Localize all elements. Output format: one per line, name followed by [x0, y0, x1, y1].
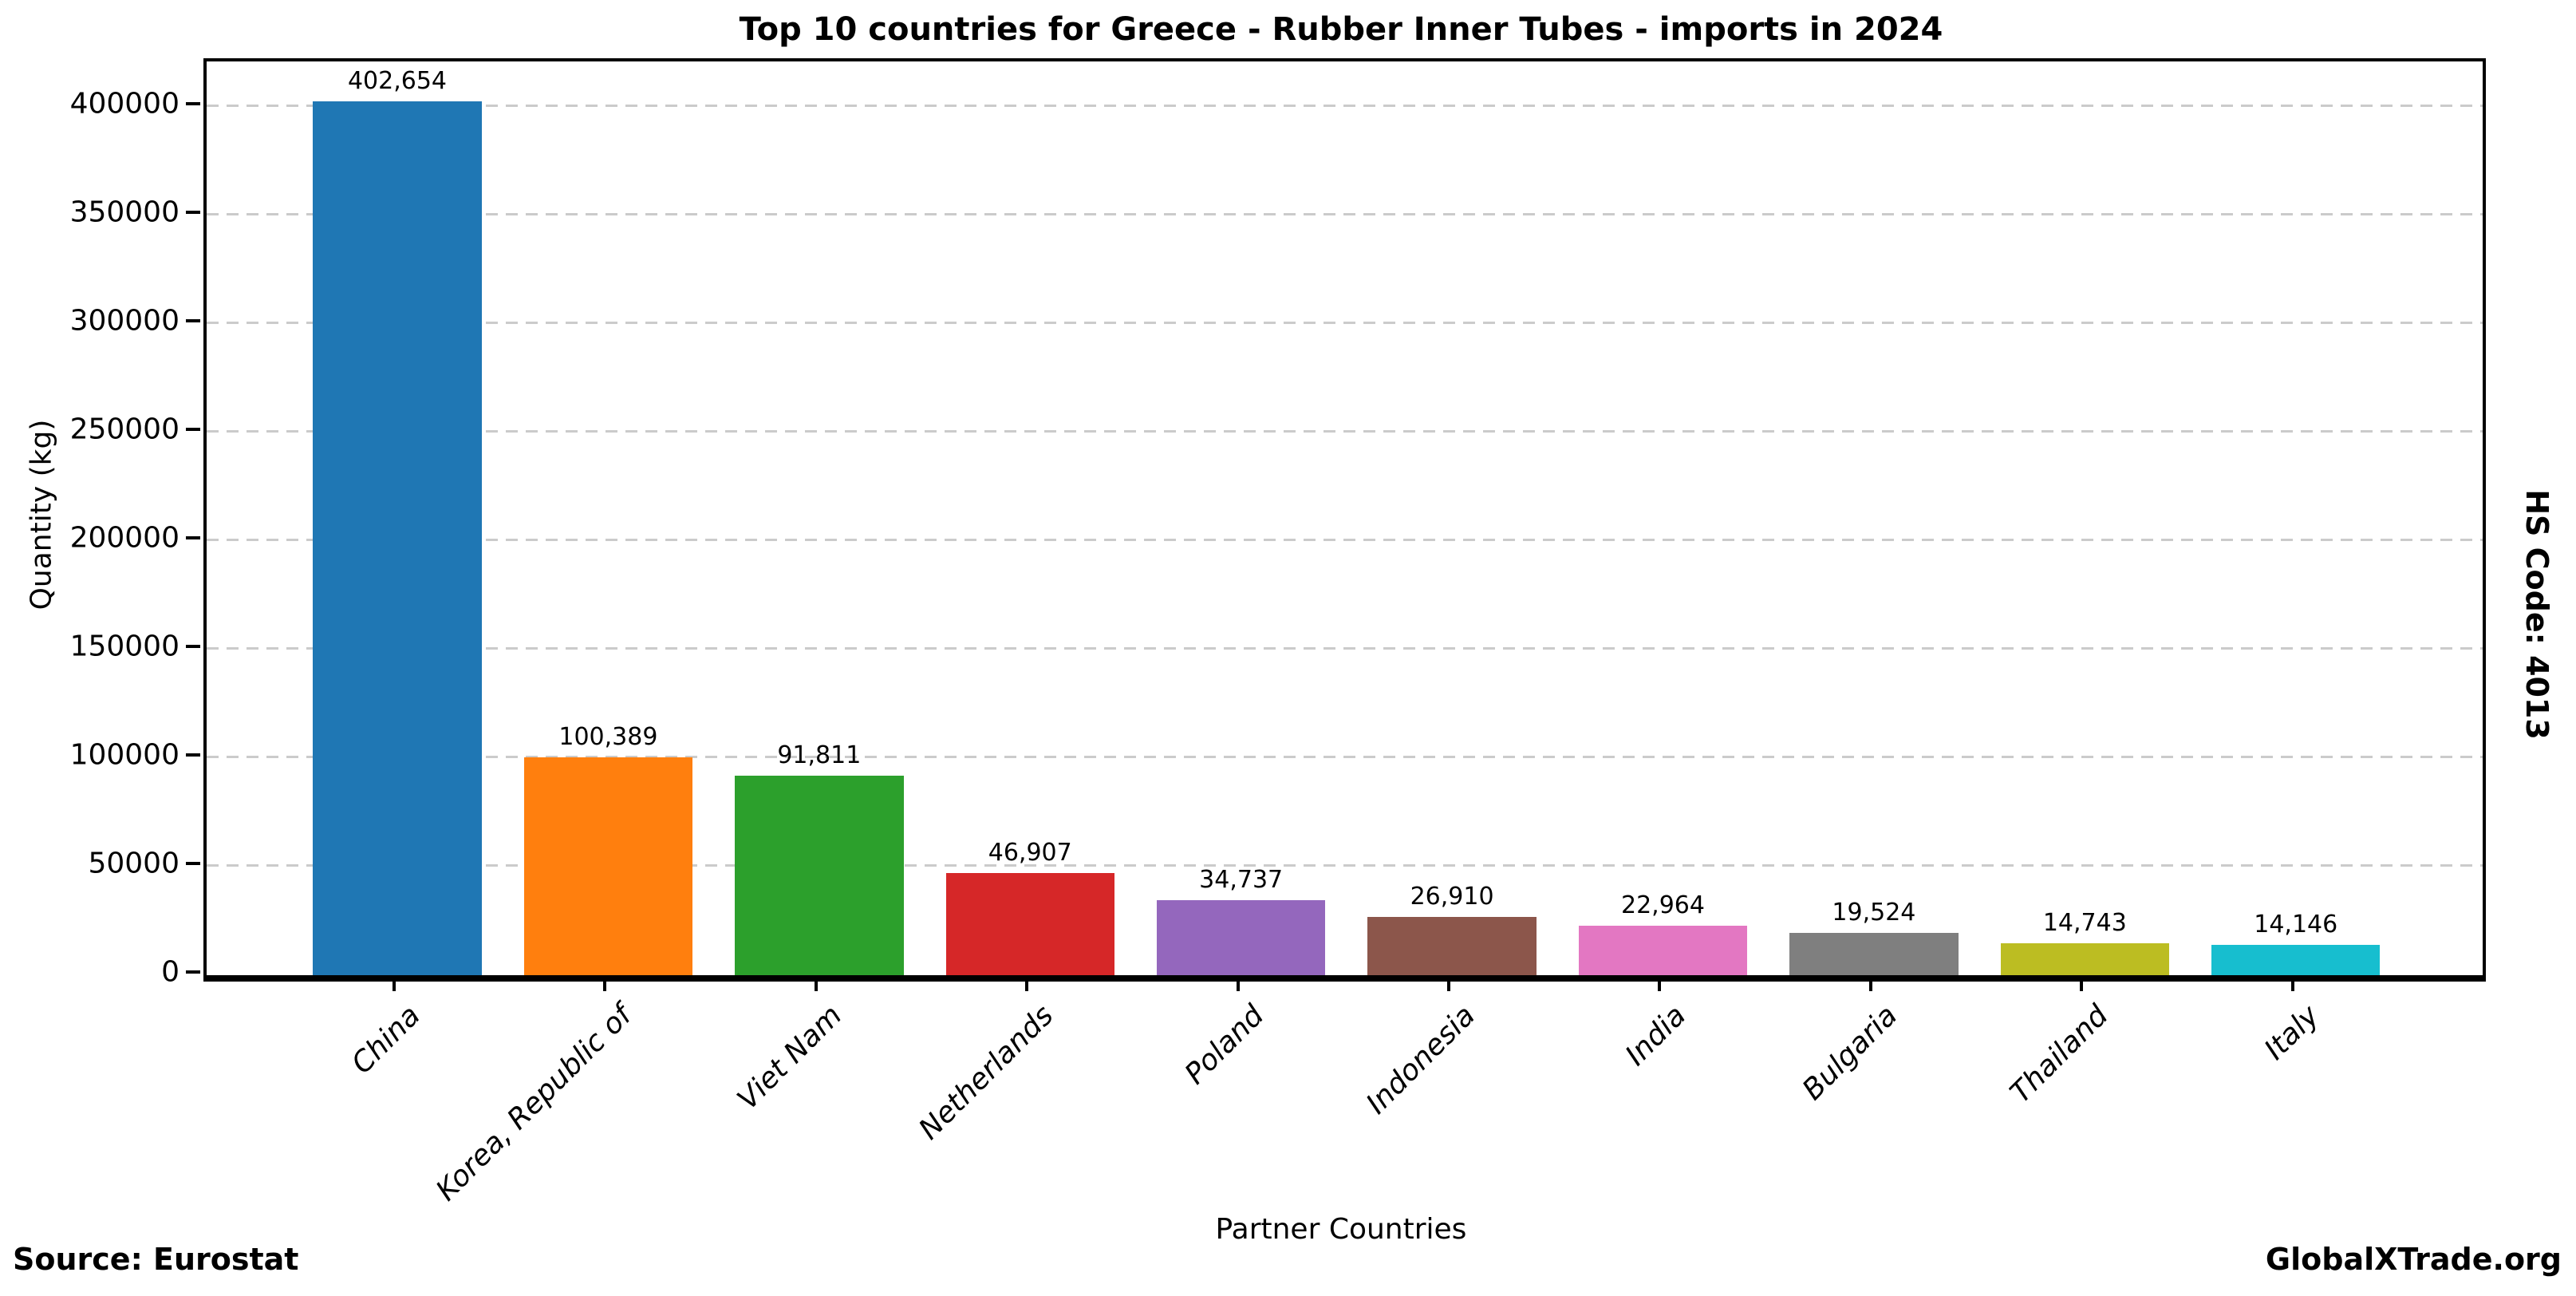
- x-tick-label: Viet Nam: [732, 999, 849, 1116]
- y-tick-label: 50000: [88, 847, 179, 880]
- gridline: [207, 864, 2483, 867]
- y-tick-mark: [186, 645, 200, 649]
- x-tick-mark: [2290, 978, 2294, 991]
- x-tick-label: Thailand: [2004, 999, 2115, 1110]
- x-tick-label: China: [345, 999, 427, 1081]
- gridline: [207, 322, 2483, 325]
- y-tick-mark: [186, 536, 200, 540]
- x-tick-mark: [392, 978, 396, 991]
- bar: [2000, 942, 2170, 975]
- x-tick-mark: [1236, 978, 1240, 991]
- x-tick-mark: [2080, 978, 2084, 991]
- bar-value-label: 91,811: [777, 741, 862, 770]
- bar: [2211, 944, 2381, 975]
- bars-layer: 402,654 100,389 91,811 46,907 34,737 26,910 22…: [207, 61, 2483, 975]
- y-tick-label: 350000: [69, 196, 179, 229]
- bar: [735, 776, 904, 975]
- y-tick-mark: [186, 319, 200, 323]
- x-tick-label: Korea, Republic of: [429, 999, 638, 1207]
- x-axis-title: Partner Countries: [1215, 1213, 1467, 1246]
- y-axis-title: Quantity (kg): [25, 419, 58, 610]
- y-tick-mark: [186, 753, 200, 757]
- bar-value-label: 26,910: [1410, 882, 1494, 911]
- bar: [1156, 899, 1326, 975]
- x-tick-mark: [1447, 978, 1451, 991]
- bar: [945, 873, 1114, 975]
- y-tick-label: 250000: [69, 413, 179, 446]
- y-tick-mark: [186, 428, 200, 432]
- gridline: [207, 213, 2483, 216]
- bar-value-label: 100,389: [558, 722, 658, 751]
- y-tick-label: 400000: [69, 87, 179, 121]
- bar: [523, 757, 693, 975]
- bar-value-label: 46,907: [988, 839, 1072, 867]
- y-tick-mark: [186, 970, 200, 974]
- x-tick-label: Bulgaria: [1796, 999, 1903, 1107]
- y-tick-label: 200000: [69, 521, 179, 555]
- plot-area: 402,654 100,389 91,811 46,907 34,737 26,910 22…: [203, 58, 2486, 982]
- x-tick-mark: [1658, 978, 1662, 991]
- bar: [1367, 916, 1537, 975]
- y-tick-label: 300000: [69, 304, 179, 338]
- gridline: [207, 756, 2483, 759]
- x-tick-label: Italy: [2258, 999, 2326, 1067]
- gridline: [207, 539, 2483, 542]
- bar-value-label: 14,146: [2254, 910, 2338, 938]
- x-tick-mark: [1868, 978, 1872, 991]
- chart-title: Top 10 countries for Greece - Rubber Inn…: [739, 11, 1943, 48]
- x-tick-mark: [603, 978, 607, 991]
- x-tick-mark: [1025, 978, 1029, 991]
- hs-code-label: HS Code: 4013: [2519, 489, 2554, 740]
- bar-value-label: 14,743: [2042, 908, 2127, 937]
- y-tick-label: 150000: [69, 630, 179, 663]
- y-tick-mark: [186, 102, 200, 106]
- bar-value-label: 34,737: [1199, 865, 1284, 894]
- x-tick-label: Netherlands: [913, 999, 1060, 1147]
- x-tick-mark: [814, 978, 818, 991]
- gridlines-layer: [207, 61, 2483, 975]
- gridline: [207, 105, 2483, 108]
- bar-value-label: 22,964: [1620, 891, 1705, 919]
- y-tick-label: 100000: [69, 738, 179, 772]
- bar: [1578, 925, 1748, 975]
- y-tick-label: 0: [161, 955, 179, 989]
- x-tick-label: India: [1619, 999, 1693, 1073]
- brand-watermark: GlobalXTrade.org: [2265, 1242, 2562, 1277]
- source-note: Source: Eurostat: [13, 1242, 299, 1277]
- bar: [1789, 932, 1959, 975]
- x-tick-label: Poland: [1178, 999, 1271, 1091]
- gridline: [207, 430, 2483, 433]
- gridline: [207, 647, 2483, 650]
- bar-value-label: 402,654: [347, 66, 448, 95]
- y-tick-mark: [186, 862, 200, 865]
- x-tick-label: Indonesia: [1359, 999, 1482, 1121]
- bar-value-label: 19,524: [1832, 898, 1916, 927]
- bar: [313, 101, 482, 975]
- y-tick-mark: [186, 211, 200, 215]
